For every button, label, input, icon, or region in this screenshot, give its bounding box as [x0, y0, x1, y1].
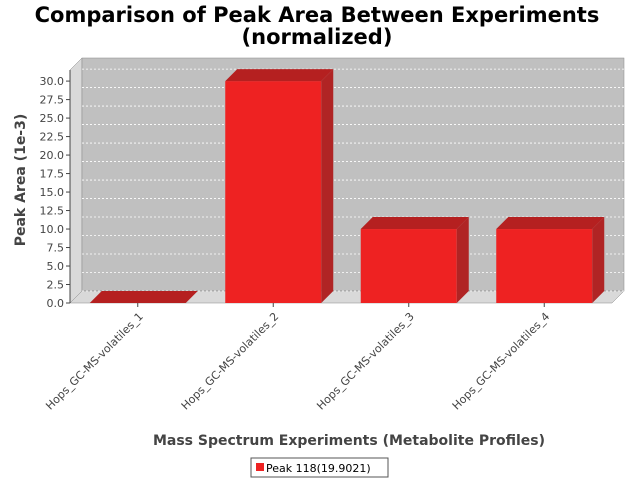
y-tick-label: 20.0 — [40, 149, 65, 162]
chart-title-line-1: Comparison of Peak Area Between Experime… — [35, 3, 600, 27]
bar-top — [360, 217, 469, 230]
y-tick-label: 15.0 — [40, 186, 65, 199]
bar-side — [321, 69, 334, 303]
y-tick-label: 17.5 — [40, 168, 65, 181]
bar-top — [225, 69, 334, 82]
y-tick-label: 12.5 — [40, 205, 65, 218]
chart-title-line-2: (normalized) — [242, 25, 393, 49]
x-axis: Hops_GC-MS-volatiles_1 Hops_GC-MS-volatil… — [43, 303, 552, 412]
bar-top — [496, 217, 605, 230]
y-tick-label: 5.0 — [47, 260, 65, 273]
x-tick-label: Hops_GC-MS-volatiles_1 — [43, 310, 146, 413]
bar — [89, 291, 198, 303]
bar-top — [89, 291, 198, 303]
y-tick-label: 22.5 — [40, 131, 65, 144]
legend-swatch — [256, 463, 264, 471]
y-axis: 0.0 2.5 5.0 7.5 10.0 12.5 15.0 17.5 20.0 22.5 25.0… — [40, 70, 71, 310]
bars — [89, 69, 605, 303]
legend-label: Peak 118(19.9021) — [266, 462, 371, 475]
y-tick-label: 0.0 — [47, 297, 65, 310]
y-axis-label: Peak Area (1e-3) — [13, 114, 29, 247]
bar — [225, 69, 334, 303]
bar-side — [592, 217, 605, 303]
y-tick-label: 10.0 — [40, 223, 65, 236]
y-tick-label: 30.0 — [40, 75, 65, 88]
bar-side — [456, 217, 469, 303]
x-axis-label: Mass Spectrum Experiments (Metabolite Pr… — [153, 433, 545, 449]
bar-front — [225, 81, 322, 303]
legend-box — [250, 457, 389, 478]
x-tick-label: Hops_GC-MS-volatiles_3 — [314, 310, 417, 413]
bar-front — [496, 229, 593, 303]
y-tick-label: 7.5 — [47, 242, 65, 255]
x-tick-label: Hops_GC-MS-volatiles_2 — [179, 310, 282, 413]
y-tick-label: 2.5 — [47, 279, 65, 292]
bar — [360, 217, 469, 303]
legend: Peak 118(19.9021) — [250, 457, 389, 478]
y-tick-label: 27.5 — [40, 94, 65, 107]
y-tick-label: 25.0 — [40, 112, 65, 125]
bar-front — [360, 229, 457, 303]
bar — [496, 217, 605, 303]
x-tick-label: Hops_GC-MS-volatiles_4 — [450, 310, 553, 413]
plot-left-wall — [69, 57, 83, 304]
